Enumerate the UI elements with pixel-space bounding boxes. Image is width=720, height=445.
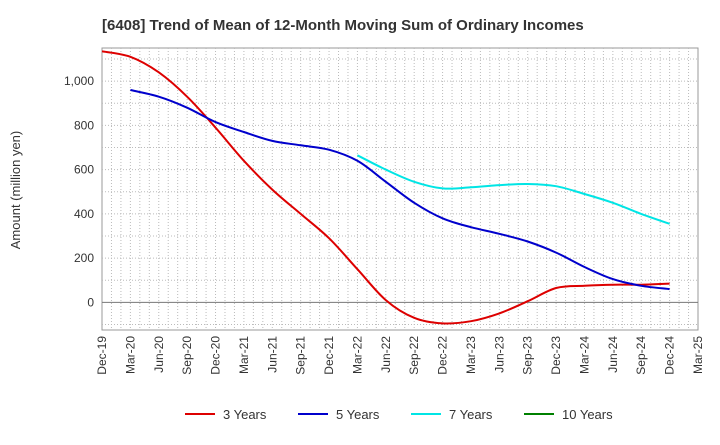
y-tick-label: 200 — [74, 251, 94, 265]
legend: 3 Years 5 Years 7 Years 10 Years — [185, 407, 613, 422]
chart-title: [6408] Trend of Mean of 12-Month Moving … — [102, 17, 584, 34]
x-tick-label: Dec-24 — [663, 336, 677, 375]
y-tick-label: 0 — [87, 295, 94, 309]
x-tick-label: Mar-21 — [237, 336, 251, 374]
series-lines — [101, 50, 670, 325]
grid-lines — [102, 48, 698, 330]
x-tick-label: Sep-23 — [521, 336, 535, 375]
x-tick-label: Sep-22 — [407, 336, 421, 375]
x-tick-label: Jun-20 — [152, 336, 166, 373]
x-tick-label: Mar-20 — [123, 336, 137, 374]
y-tick-label: 400 — [74, 207, 94, 221]
y-tick-label: 800 — [74, 118, 94, 132]
legend-label: 3 Years — [223, 407, 267, 422]
x-tick-label: Jun-23 — [492, 336, 506, 373]
x-tick-label: Dec-22 — [436, 336, 450, 375]
x-tick-label: Jun-22 — [379, 336, 393, 373]
x-tick-label: Jun-21 — [265, 336, 279, 373]
x-tick-label: Sep-24 — [634, 336, 648, 375]
x-tick-label: Sep-21 — [294, 336, 308, 375]
x-axis-ticks: Dec-19 Mar-20 Jun-20 Sep-20 Dec-20 Mar-21 Jun-… — [95, 336, 705, 375]
plot-area — [101, 47, 699, 331]
x-tick-label: Dec-20 — [209, 336, 223, 375]
x-tick-label: Dec-21 — [322, 336, 336, 375]
y-tick-label: 1,000 — [64, 74, 94, 88]
x-tick-label: Dec-19 — [95, 336, 109, 375]
x-tick-label: Dec-23 — [549, 336, 563, 375]
series-line-7-years — [356, 154, 670, 225]
x-tick-label: Mar-25 — [691, 336, 705, 374]
x-tick-label: Mar-22 — [350, 336, 364, 374]
series-line-3-years — [101, 50, 670, 325]
series-line-5-years — [130, 89, 670, 291]
x-tick-label: Mar-24 — [577, 336, 591, 374]
x-tick-label: Sep-20 — [180, 336, 194, 375]
legend-label: 10 Years — [562, 407, 613, 422]
x-tick-label: Jun-24 — [606, 336, 620, 373]
y-axis-label: Amount (million yen) — [8, 131, 23, 250]
y-tick-label: 600 — [74, 163, 94, 177]
legend-label: 7 Years — [449, 407, 493, 422]
y-axis-ticks: 0 200 400 600 800 1,000 — [64, 74, 94, 309]
legend-label: 5 Years — [336, 407, 380, 422]
x-tick-label: Mar-23 — [464, 336, 478, 374]
